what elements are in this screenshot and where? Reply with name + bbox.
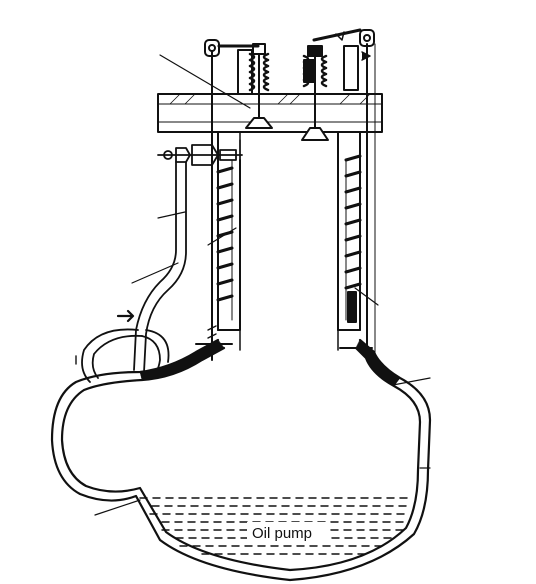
oil-pump-label-bg: [247, 522, 329, 542]
crankcase: [50, 325, 432, 582]
oil-pump-label-group: Oil pump: [247, 522, 329, 542]
leader-line-valve: [159, 54, 251, 109]
head-block: [157, 93, 383, 133]
cylinder-bore: [239, 131, 339, 351]
valve-left: [204, 39, 273, 361]
leader-line-oil-tube: [131, 262, 179, 284]
cylinder-head: [157, 93, 383, 133]
cylinder-wall-left: [216, 131, 241, 331]
valve-right: [301, 28, 376, 361]
cylinder-wall-right: [337, 131, 362, 331]
oil-pump-label: Oil pump: [252, 525, 312, 542]
oil-feed-pipe: [81, 161, 187, 383]
oil-nozzle: [157, 144, 243, 166]
leader-line-sump: [94, 499, 141, 516]
leader-line-pipe: [157, 211, 186, 219]
leader-line-crankcase-right: [392, 377, 431, 386]
